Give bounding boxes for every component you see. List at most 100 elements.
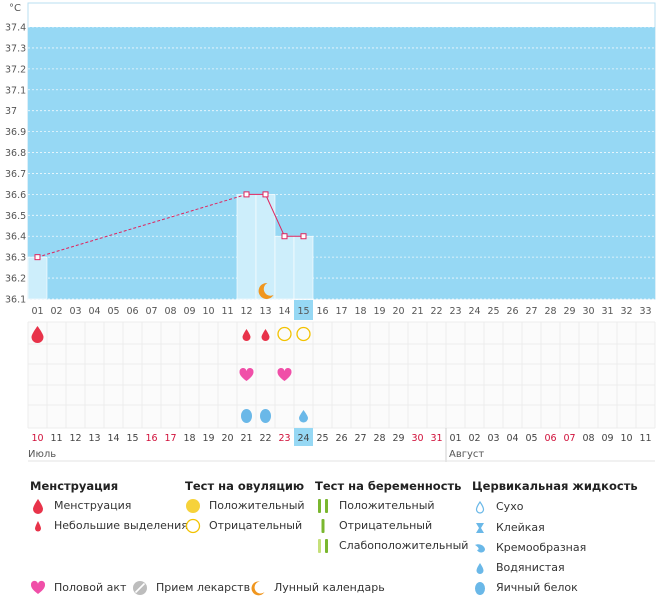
cycle-day-label: 12 [240,306,252,317]
y-unit-label: °C [9,3,21,14]
cycle-day-label: 32 [620,306,632,317]
moon-marker [258,282,274,299]
legend-label: Прием лекарств [156,581,251,594]
cycle-day-label: 33 [639,306,651,317]
y-tick-label: 37.3 [5,43,26,54]
date-label: 31 [430,433,442,444]
date-label: 06 [544,433,556,444]
cycle-day-label: 17 [335,306,347,317]
legend-label: Небольшие выделения [54,519,188,532]
y-tick-label: 36.6 [5,190,26,201]
date-label: 30 [411,433,423,444]
date-label: 29 [392,433,404,444]
cycle-day-label: 25 [487,306,499,317]
date-label: 09 [601,433,613,444]
y-tick-label: 36.4 [5,232,26,243]
today-highlight [294,428,313,446]
ovulation-negative-marker [296,326,311,342]
cycle-day-label: 16 [316,306,328,317]
ring-icon [185,518,201,534]
legend-label: Отрицательный [339,519,433,532]
menstruation-marker [31,326,44,343]
cycle-day-label: 26 [506,306,518,317]
cycle-day-label: 14 [278,306,290,317]
spotting-marker [242,329,251,341]
y-tick-label: 36.7 [5,169,26,180]
cycle-day-label: 03 [69,306,81,317]
date-label: 25 [316,433,328,444]
temperature-line-segment [265,194,285,237]
date-label: 28 [373,433,385,444]
cycle-day-label: 07 [145,306,157,317]
y-tick-label: 36.8 [5,148,26,159]
cycle-day-label: 28 [544,306,556,317]
single-line-icon [321,519,325,533]
temperature-point [300,233,307,240]
temperature-point [281,233,288,240]
legend-fluid-title: Цервикальная жидкость [472,479,638,493]
marker-grid [28,322,655,428]
egg-white-marker [260,409,271,423]
cycle-day-label: 27 [525,306,537,317]
legend-label: Лунный календарь [274,581,385,594]
legend-label: Отрицательный [209,519,303,532]
egg-white-marker [241,409,252,423]
cycle-day-label: 15 [297,306,309,317]
temperature-point [243,191,250,198]
date-label: 03 [487,433,499,444]
sticky-icon [476,523,484,533]
cycle-day-label: 04 [88,306,100,317]
date-label: 27 [354,433,366,444]
faint-line-icon [318,539,328,553]
temperature-bar [293,235,314,300]
temperature-bar [274,235,295,300]
date-label: 24 [297,433,309,444]
legend-label: Положительный [209,499,305,512]
date-label: 14 [107,433,119,444]
cycle-day-label: 18 [354,306,366,317]
watery-drop-icon [476,563,484,574]
date-label: 11 [50,433,62,444]
cycle-day-label: 01 [31,306,43,317]
date-label: 23 [278,433,290,444]
temperature-point [34,254,41,261]
cycle-day-label: 06 [126,306,138,317]
temperature-bar [236,194,257,300]
date-label: 12 [69,433,81,444]
small-drop-icon [35,521,41,532]
intercourse-marker [239,367,254,381]
cycle-day-label: 13 [259,306,271,317]
legend-label: Яичный белок [496,581,578,594]
temperature-line-segment [37,193,247,258]
temperature-bar [27,256,48,300]
legend-label: Положительный [339,499,435,512]
creamy-icon [475,544,485,553]
y-tick-label: 37 [5,106,17,117]
cycle-day-label: 23 [449,306,461,317]
legend-label: Сухо [496,500,524,513]
watery-marker [299,410,308,423]
y-tick-label: 36.5 [5,211,26,222]
y-tick-label: 36.3 [5,253,26,264]
date-label: 10 [31,433,43,444]
month-label: Август [449,449,484,460]
legend-pregnancy-title: Тест на беременность [315,479,462,493]
cycle-day-label: 11 [221,306,233,317]
month-label: Июль [28,449,56,460]
temperature-point [262,191,269,198]
y-tick-label: 37.2 [5,64,26,75]
legend-menstruation-title: Менструация [30,479,119,493]
current-day-highlight [294,300,313,320]
y-tick-label: 37.4 [5,23,26,34]
date-label: 02 [468,433,480,444]
drop-icon [33,499,43,514]
moon-icon [251,581,265,596]
cycle-day-label: 22 [430,306,442,317]
date-label: 16 [145,433,157,444]
cycle-day-label: 20 [392,306,404,317]
date-label: 17 [164,433,176,444]
bbt-chart: 37.4 37.3 37.2 37.1 37 36.9 36.8 36.7 36.6 36.5 36… [5,2,656,462]
y-tick-label: 36.9 [5,127,26,138]
date-label: 08 [582,433,594,444]
pill-icon [133,581,147,595]
